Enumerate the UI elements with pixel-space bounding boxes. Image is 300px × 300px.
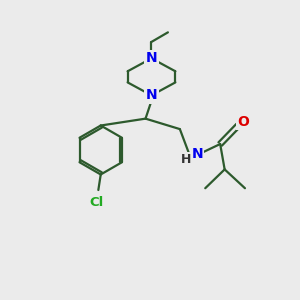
Text: N: N bbox=[146, 88, 157, 102]
Text: O: O bbox=[238, 115, 249, 129]
Text: N: N bbox=[146, 51, 157, 65]
Text: H: H bbox=[181, 153, 192, 166]
Text: Cl: Cl bbox=[89, 196, 103, 209]
Text: N: N bbox=[191, 148, 203, 161]
